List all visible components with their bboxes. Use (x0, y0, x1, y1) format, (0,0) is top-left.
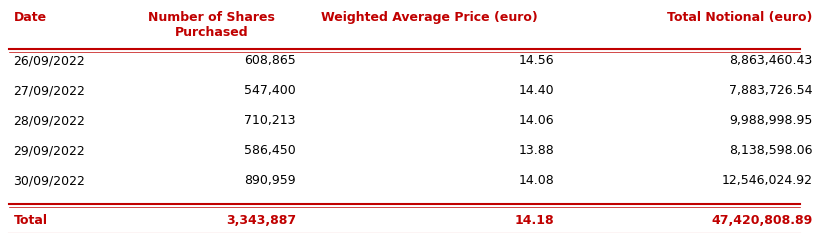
Text: 12,546,024.92: 12,546,024.92 (721, 174, 812, 187)
Text: 14.40: 14.40 (519, 84, 554, 97)
Text: 47,420,808.89: 47,420,808.89 (711, 214, 812, 227)
Text: 9,988,998.95: 9,988,998.95 (729, 114, 812, 127)
Text: 14.18: 14.18 (515, 214, 554, 227)
Text: 3,343,887: 3,343,887 (226, 214, 296, 227)
Text: 710,213: 710,213 (245, 114, 296, 127)
Text: 608,865: 608,865 (244, 54, 296, 67)
Text: 26/09/2022: 26/09/2022 (14, 54, 85, 67)
Text: 14.08: 14.08 (519, 174, 554, 187)
Text: 7,883,726.54: 7,883,726.54 (729, 84, 812, 97)
Text: 586,450: 586,450 (244, 144, 296, 157)
Text: 29/09/2022: 29/09/2022 (14, 144, 85, 157)
Text: 27/09/2022: 27/09/2022 (14, 84, 85, 97)
Text: 890,959: 890,959 (245, 174, 296, 187)
Text: 8,138,598.06: 8,138,598.06 (729, 144, 812, 157)
Text: 14.06: 14.06 (519, 114, 554, 127)
Text: 30/09/2022: 30/09/2022 (14, 174, 85, 187)
Text: 547,400: 547,400 (244, 84, 296, 97)
Text: Number of Shares
Purchased: Number of Shares Purchased (148, 11, 275, 39)
Text: 28/09/2022: 28/09/2022 (14, 114, 85, 127)
Text: Total Notional (euro): Total Notional (euro) (667, 11, 812, 24)
Text: Total: Total (14, 214, 47, 227)
Text: 8,863,460.43: 8,863,460.43 (729, 54, 812, 67)
Text: 13.88: 13.88 (519, 144, 554, 157)
Text: Weighted Average Price (euro): Weighted Average Price (euro) (321, 11, 537, 24)
Text: Date: Date (14, 11, 46, 24)
Text: 14.56: 14.56 (519, 54, 554, 67)
